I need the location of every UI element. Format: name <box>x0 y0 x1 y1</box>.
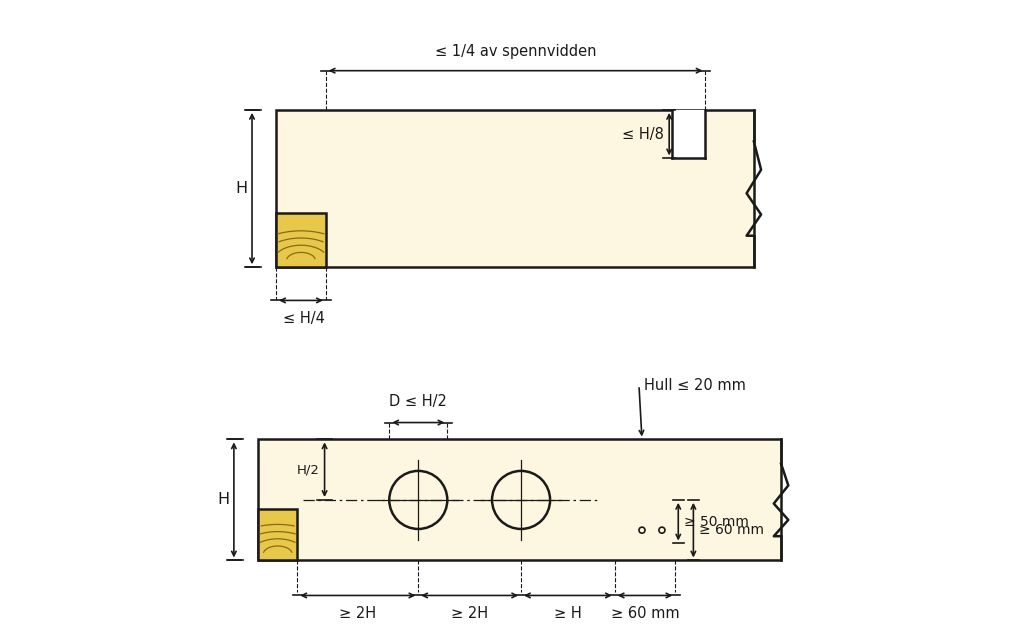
Text: H/2: H/2 <box>297 463 319 476</box>
Text: ≥ 60 mm: ≥ 60 mm <box>610 607 679 622</box>
Bar <box>258 439 781 560</box>
Ellipse shape <box>389 471 447 529</box>
Bar <box>276 110 754 267</box>
Ellipse shape <box>493 471 550 529</box>
Text: ≤ 1/4 av spennvidden: ≤ 1/4 av spennvidden <box>435 44 596 59</box>
Text: ≥ 60 mm: ≥ 60 mm <box>699 523 765 537</box>
Text: ≥ 50 mm: ≥ 50 mm <box>684 515 750 529</box>
Text: ≤ H/8: ≤ H/8 <box>623 126 665 141</box>
Text: ≥ 2H: ≥ 2H <box>452 607 488 622</box>
Text: D ≤ H/2: D ≤ H/2 <box>389 394 447 409</box>
Bar <box>276 213 326 267</box>
Text: H: H <box>236 181 247 196</box>
Text: ≤ H/4: ≤ H/4 <box>283 311 325 326</box>
Text: ≥ H: ≥ H <box>554 607 582 622</box>
Bar <box>672 110 706 158</box>
Text: Hull ≤ 20 mm: Hull ≤ 20 mm <box>644 377 745 393</box>
Bar <box>258 509 297 560</box>
Text: H: H <box>217 493 229 508</box>
Ellipse shape <box>658 527 665 533</box>
Text: ≥ 2H: ≥ 2H <box>339 607 377 622</box>
Ellipse shape <box>639 527 645 533</box>
